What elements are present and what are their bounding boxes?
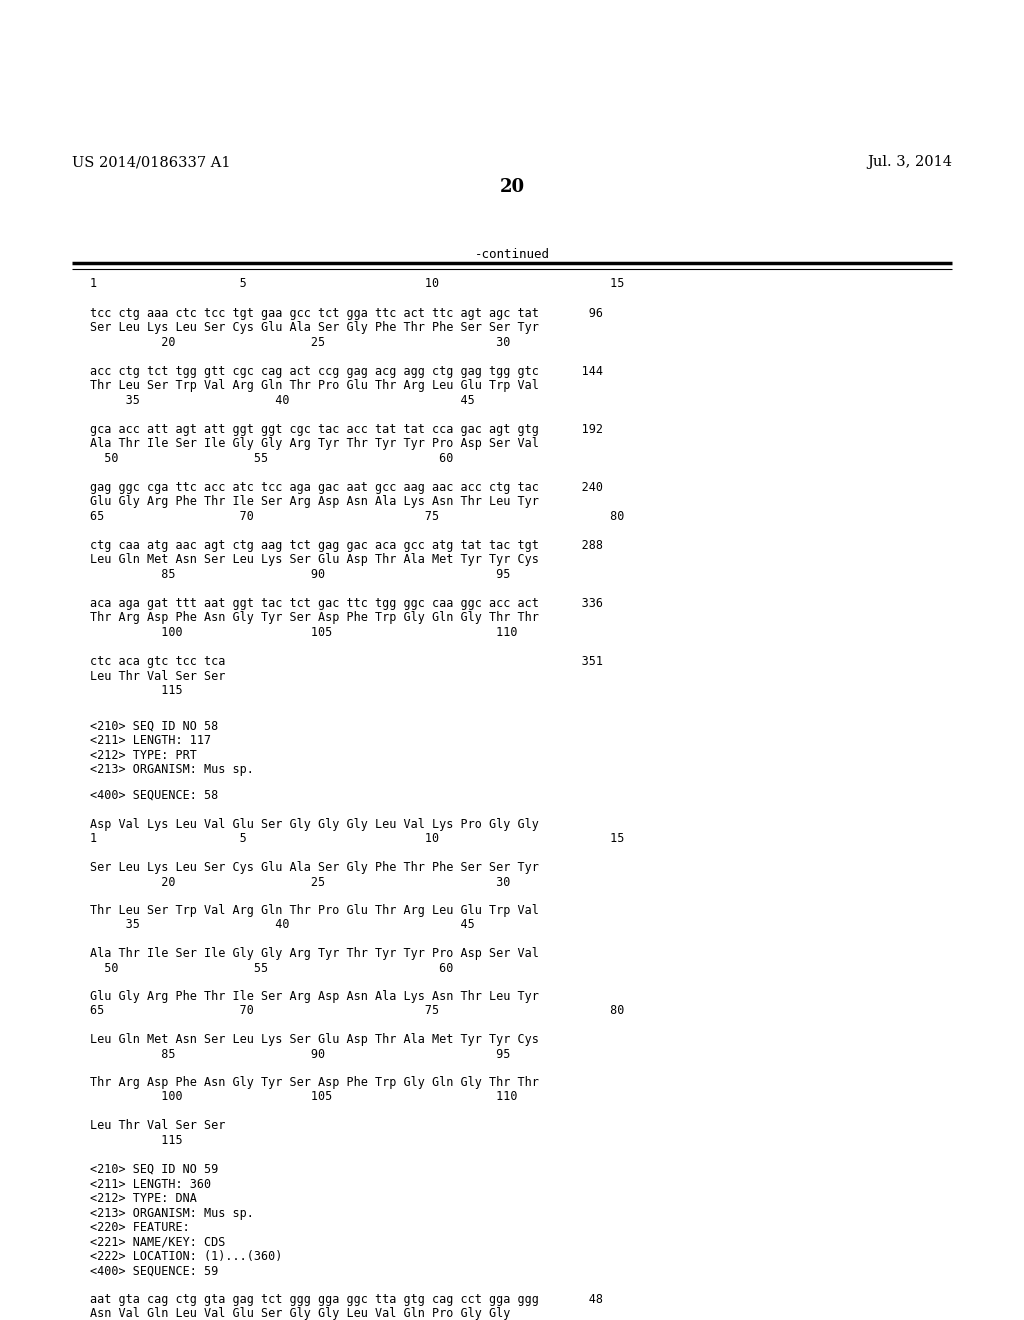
Text: ctg caa atg aac agt ctg aag tct gag gac aca gcc atg tat tac tgt      288: ctg caa atg aac agt ctg aag tct gag gac … [90, 539, 603, 552]
Text: Ser Leu Lys Leu Ser Cys Glu Ala Ser Gly Phe Thr Phe Ser Ser Tyr: Ser Leu Lys Leu Ser Cys Glu Ala Ser Gly … [90, 322, 539, 334]
Text: 115: 115 [90, 1134, 182, 1147]
Text: 100                  105                       110: 100 105 110 [90, 1090, 517, 1104]
Text: Thr Arg Asp Phe Asn Gly Tyr Ser Asp Phe Trp Gly Gln Gly Thr Thr: Thr Arg Asp Phe Asn Gly Tyr Ser Asp Phe … [90, 611, 539, 624]
Text: 20: 20 [500, 178, 524, 195]
Text: 100                  105                       110: 100 105 110 [90, 626, 517, 639]
Text: Asn Val Gln Leu Val Glu Ser Gly Gly Leu Val Gln Pro Gly Gly: Asn Val Gln Leu Val Glu Ser Gly Gly Leu … [90, 1308, 510, 1320]
Text: Leu Gln Met Asn Ser Leu Lys Ser Glu Asp Thr Ala Met Tyr Tyr Cys: Leu Gln Met Asn Ser Leu Lys Ser Glu Asp … [90, 1034, 539, 1045]
Text: Leu Thr Val Ser Ser: Leu Thr Val Ser Ser [90, 1119, 225, 1133]
Text: -continued: -continued [474, 248, 550, 261]
Text: Ala Thr Ile Ser Ile Gly Gly Arg Tyr Thr Tyr Tyr Pro Asp Ser Val: Ala Thr Ile Ser Ile Gly Gly Arg Tyr Thr … [90, 946, 539, 960]
Text: 50                   55                        60: 50 55 60 [90, 451, 454, 465]
Text: <213> ORGANISM: Mus sp.: <213> ORGANISM: Mus sp. [90, 763, 254, 776]
Text: <212> TYPE: DNA: <212> TYPE: DNA [90, 1192, 197, 1205]
Text: 20                   25                        30: 20 25 30 [90, 337, 510, 348]
Text: aca aga gat ttt aat ggt tac tct gac ttc tgg ggc caa ggc acc act      336: aca aga gat ttt aat ggt tac tct gac ttc … [90, 597, 603, 610]
Text: Glu Gly Arg Phe Thr Ile Ser Arg Asp Asn Ala Lys Asn Thr Leu Tyr: Glu Gly Arg Phe Thr Ile Ser Arg Asp Asn … [90, 495, 539, 508]
Text: aat gta cag ctg gta gag tct ggg gga ggc tta gtg cag cct gga ggg       48: aat gta cag ctg gta gag tct ggg gga ggc … [90, 1294, 603, 1305]
Text: acc ctg tct tgg gtt cgc cag act ccg gag acg agg ctg gag tgg gtc      144: acc ctg tct tgg gtt cgc cag act ccg gag … [90, 366, 603, 378]
Text: 1                    5                         10                        15: 1 5 10 15 [90, 833, 625, 846]
Text: 85                   90                        95: 85 90 95 [90, 568, 510, 581]
Text: 20                   25                        30: 20 25 30 [90, 875, 510, 888]
Text: Jul. 3, 2014: Jul. 3, 2014 [867, 154, 952, 169]
Text: <211> LENGTH: 360: <211> LENGTH: 360 [90, 1177, 211, 1191]
Text: Ala Thr Ile Ser Ile Gly Gly Arg Tyr Thr Tyr Tyr Pro Asp Ser Val: Ala Thr Ile Ser Ile Gly Gly Arg Tyr Thr … [90, 437, 539, 450]
Text: <222> LOCATION: (1)...(360): <222> LOCATION: (1)...(360) [90, 1250, 283, 1263]
Text: <220> FEATURE:: <220> FEATURE: [90, 1221, 189, 1234]
Text: 115: 115 [90, 684, 182, 697]
Text: Glu Gly Arg Phe Thr Ile Ser Arg Asp Asn Ala Lys Asn Thr Leu Tyr: Glu Gly Arg Phe Thr Ile Ser Arg Asp Asn … [90, 990, 539, 1003]
Text: Ser Leu Lys Leu Ser Cys Glu Ala Ser Gly Phe Thr Phe Ser Ser Tyr: Ser Leu Lys Leu Ser Cys Glu Ala Ser Gly … [90, 861, 539, 874]
Text: 65                   70                        75                        80: 65 70 75 80 [90, 510, 625, 523]
Text: <210> SEQ ID NO 58: <210> SEQ ID NO 58 [90, 719, 218, 733]
Text: US 2014/0186337 A1: US 2014/0186337 A1 [72, 154, 230, 169]
Text: Thr Leu Ser Trp Val Arg Gln Thr Pro Glu Thr Arg Leu Glu Trp Val: Thr Leu Ser Trp Val Arg Gln Thr Pro Glu … [90, 380, 539, 392]
Text: Thr Leu Ser Trp Val Arg Gln Thr Pro Glu Thr Arg Leu Glu Trp Val: Thr Leu Ser Trp Val Arg Gln Thr Pro Glu … [90, 904, 539, 917]
Text: Asp Val Lys Leu Val Glu Ser Gly Gly Gly Leu Val Lys Pro Gly Gly: Asp Val Lys Leu Val Glu Ser Gly Gly Gly … [90, 818, 539, 832]
Text: 35                   40                        45: 35 40 45 [90, 393, 475, 407]
Text: 35                   40                        45: 35 40 45 [90, 919, 475, 932]
Text: <213> ORGANISM: Mus sp.: <213> ORGANISM: Mus sp. [90, 1206, 254, 1220]
Text: <212> TYPE: PRT: <212> TYPE: PRT [90, 748, 197, 762]
Text: Leu Thr Val Ser Ser: Leu Thr Val Ser Ser [90, 669, 225, 682]
Text: <400> SEQUENCE: 58: <400> SEQUENCE: 58 [90, 789, 218, 803]
Text: 1                    5                         10                        15: 1 5 10 15 [90, 277, 625, 290]
Text: tcc ctg aaa ctc tcc tgt gaa gcc tct gga ttc act ttc agt agc tat       96: tcc ctg aaa ctc tcc tgt gaa gcc tct gga … [90, 308, 603, 319]
Text: 50                   55                        60: 50 55 60 [90, 961, 454, 974]
Text: Thr Arg Asp Phe Asn Gly Tyr Ser Asp Phe Trp Gly Gln Gly Thr Thr: Thr Arg Asp Phe Asn Gly Tyr Ser Asp Phe … [90, 1076, 539, 1089]
Text: Leu Gln Met Asn Ser Leu Lys Ser Glu Asp Thr Ala Met Tyr Tyr Cys: Leu Gln Met Asn Ser Leu Lys Ser Glu Asp … [90, 553, 539, 566]
Text: gca acc att agt att ggt ggt cgc tac acc tat tat cca gac agt gtg      192: gca acc att agt att ggt ggt cgc tac acc … [90, 422, 603, 436]
Text: <210> SEQ ID NO 59: <210> SEQ ID NO 59 [90, 1163, 218, 1176]
Text: ctc aca gtc tcc tca                                                  351: ctc aca gtc tcc tca 351 [90, 655, 603, 668]
Text: <400> SEQUENCE: 59: <400> SEQUENCE: 59 [90, 1265, 218, 1278]
Text: <221> NAME/KEY: CDS: <221> NAME/KEY: CDS [90, 1236, 225, 1249]
Text: 65                   70                        75                        80: 65 70 75 80 [90, 1005, 625, 1018]
Text: 85                   90                        95: 85 90 95 [90, 1048, 510, 1060]
Text: gag ggc cga ttc acc atc tcc aga gac aat gcc aag aac acc ctg tac      240: gag ggc cga ttc acc atc tcc aga gac aat … [90, 480, 603, 494]
Text: <211> LENGTH: 117: <211> LENGTH: 117 [90, 734, 211, 747]
